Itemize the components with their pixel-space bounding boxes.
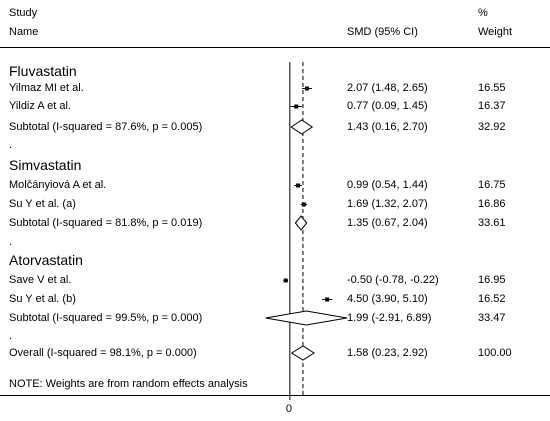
subtotal-ci: 1.99 (-2.91, 6.89) [347,312,432,324]
study-ci: 4.50 (3.90, 5.10) [347,293,428,305]
subtotal-ci: 1.43 (0.16, 2.70) [347,121,428,133]
study-name: Yilmaz MI et al. [9,82,84,94]
group-heading: Simvastatin [9,157,82,173]
subtotal-label: Subtotal (I-squared = 87.6%, p = 0.005) [9,121,203,133]
subtotal-diamond [290,119,314,135]
study-point [305,86,310,91]
subtotal-weight: 33.47 [478,312,506,324]
study-weight: 16.55 [478,82,506,94]
study-ci: 2.07 (1.48, 2.65) [347,82,428,94]
study-ci: -0.50 (-0.78, -0.22) [347,274,439,286]
overall-ci: 1.58 (0.23, 2.92) [347,347,428,359]
study-weight: 16.95 [478,274,506,286]
study-name: Su Y et al. (a) [9,198,76,210]
study-point [296,183,301,188]
overall-weight: 100.00 [478,347,512,359]
note-text: NOTE: Weights are from random effects an… [9,378,248,390]
overall-label: Overall (I-squared = 98.1%, p = 0.000) [9,347,197,359]
separator-dot: . [9,236,13,248]
percent-header: % [478,7,488,19]
study-weight: 16.52 [478,293,506,305]
subtotal-weight: 32.92 [478,121,506,133]
study-ci: 1.69 (1.32, 2.07) [347,198,428,210]
group-heading: Atorvastatin [9,252,83,268]
weight-header: Weight [478,26,513,38]
study-point [301,202,306,207]
study-point [283,278,288,283]
overall-diamond [290,345,315,361]
ci-header: SMD (95% CI) [347,26,418,38]
subtotal-weight: 33.61 [478,217,506,229]
study-point [294,104,299,109]
x-tick-label: 0 [285,403,292,415]
subtotal-diamond [265,310,348,326]
separator-dot: . [9,139,13,151]
separator-dot: . [9,330,13,342]
group-heading: Fluvastatin [9,63,77,79]
study-name: Save V et al. [9,274,72,286]
study-name: Su Y et al. (b) [9,293,76,305]
subtotal-diamond [294,215,308,231]
study-header: Study [9,7,38,19]
name-header: Name [9,26,39,38]
subtotal-label: Subtotal (I-squared = 81.8%, p = 0.019) [9,217,203,229]
study-weight: 16.37 [478,100,506,112]
study-name: Molčányiová A et al. [9,179,107,191]
study-weight: 16.75 [478,179,506,191]
subtotal-label: Subtotal (I-squared = 99.5%, p = 0.000) [9,312,203,324]
subtotal-ci: 1.35 (0.67, 2.04) [347,217,428,229]
study-ci: 0.99 (0.54, 1.44) [347,179,428,191]
study-weight: 16.86 [478,198,506,210]
study-point [325,297,330,302]
study-ci: 0.77 (0.09, 1.45) [347,100,428,112]
study-name: Yildiz A et al. [9,100,71,112]
